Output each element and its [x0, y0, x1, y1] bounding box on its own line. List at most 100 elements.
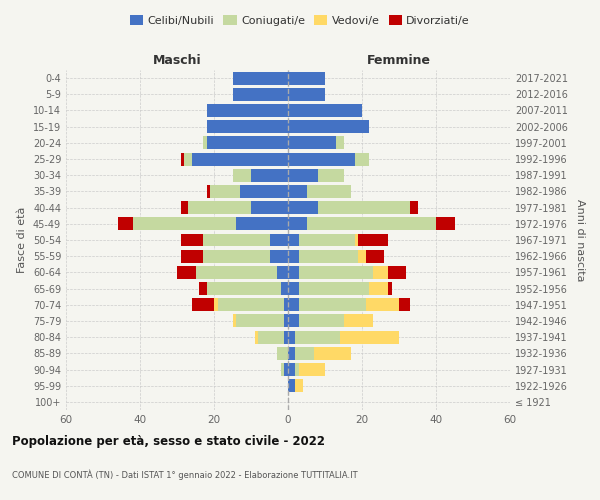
Bar: [218, 298, 284, 311]
Bar: [288, 201, 317, 214]
Bar: [288, 136, 336, 149]
Bar: [307, 185, 351, 198]
Bar: [192, 152, 288, 166]
Bar: [288, 379, 295, 392]
Bar: [295, 363, 299, 376]
Bar: [192, 298, 214, 311]
Bar: [233, 169, 251, 181]
Bar: [299, 363, 325, 376]
Bar: [299, 298, 366, 311]
Bar: [358, 250, 366, 262]
Bar: [284, 314, 288, 328]
Bar: [399, 298, 410, 311]
Bar: [288, 282, 299, 295]
Bar: [410, 201, 418, 214]
Bar: [203, 136, 206, 149]
Bar: [206, 120, 288, 133]
Text: COMUNE DI CONTÀ (TN) - Dati ISTAT 1° gennaio 2022 - Elaborazione TUTTITALIA.IT: COMUNE DI CONTÀ (TN) - Dati ISTAT 1° gen…: [12, 470, 358, 480]
Bar: [355, 234, 358, 246]
Bar: [281, 363, 284, 376]
Bar: [299, 250, 358, 262]
Text: Femmine: Femmine: [367, 54, 431, 67]
Bar: [288, 88, 325, 101]
Bar: [317, 169, 343, 181]
Bar: [233, 88, 288, 101]
Bar: [284, 363, 288, 376]
Bar: [388, 266, 406, 279]
Bar: [288, 234, 299, 246]
Bar: [299, 234, 355, 246]
Bar: [210, 185, 240, 198]
Bar: [436, 218, 455, 230]
Bar: [288, 298, 299, 311]
Bar: [366, 298, 399, 311]
Bar: [388, 282, 392, 295]
Bar: [118, 218, 133, 230]
Bar: [288, 250, 299, 262]
Bar: [269, 250, 288, 262]
Bar: [203, 250, 269, 262]
Bar: [181, 234, 203, 246]
Bar: [177, 266, 196, 279]
Bar: [288, 169, 317, 181]
Bar: [288, 347, 295, 360]
Bar: [251, 201, 288, 214]
Bar: [288, 120, 370, 133]
Text: Popolazione per età, sesso e stato civile - 2022: Popolazione per età, sesso e stato civil…: [12, 435, 325, 448]
Y-axis label: Anni di nascita: Anni di nascita: [575, 198, 584, 281]
Bar: [206, 104, 288, 117]
Bar: [366, 250, 384, 262]
Bar: [206, 282, 281, 295]
Bar: [281, 282, 288, 295]
Bar: [196, 266, 277, 279]
Bar: [373, 266, 388, 279]
Bar: [288, 152, 355, 166]
Bar: [288, 72, 325, 85]
Bar: [206, 185, 210, 198]
Bar: [181, 152, 184, 166]
Bar: [233, 314, 236, 328]
Bar: [340, 330, 399, 344]
Bar: [240, 185, 288, 198]
Bar: [236, 218, 288, 230]
Bar: [288, 218, 307, 230]
Bar: [233, 72, 288, 85]
Bar: [199, 282, 206, 295]
Bar: [299, 282, 370, 295]
Bar: [251, 169, 288, 181]
Y-axis label: Fasce di età: Fasce di età: [17, 207, 27, 273]
Bar: [184, 152, 192, 166]
Bar: [299, 314, 343, 328]
Bar: [181, 201, 188, 214]
Bar: [370, 282, 388, 295]
Bar: [288, 266, 299, 279]
Bar: [295, 330, 340, 344]
Bar: [214, 298, 218, 311]
Bar: [317, 201, 410, 214]
Bar: [277, 266, 288, 279]
Bar: [336, 136, 343, 149]
Bar: [295, 347, 314, 360]
Bar: [299, 266, 373, 279]
Bar: [236, 314, 284, 328]
Bar: [284, 298, 288, 311]
Bar: [277, 347, 288, 360]
Bar: [133, 218, 236, 230]
Bar: [307, 218, 436, 230]
Bar: [288, 363, 295, 376]
Bar: [254, 330, 259, 344]
Legend: Celibi/Nubili, Coniugati/e, Vedovi/e, Divorziati/e: Celibi/Nubili, Coniugati/e, Vedovi/e, Di…: [125, 10, 475, 30]
Bar: [181, 250, 203, 262]
Bar: [343, 314, 373, 328]
Bar: [288, 104, 362, 117]
Bar: [295, 379, 303, 392]
Bar: [203, 234, 269, 246]
Bar: [269, 234, 288, 246]
Bar: [288, 330, 295, 344]
Text: Maschi: Maschi: [152, 54, 202, 67]
Bar: [288, 185, 307, 198]
Bar: [288, 314, 299, 328]
Bar: [314, 347, 351, 360]
Bar: [358, 234, 388, 246]
Bar: [206, 136, 288, 149]
